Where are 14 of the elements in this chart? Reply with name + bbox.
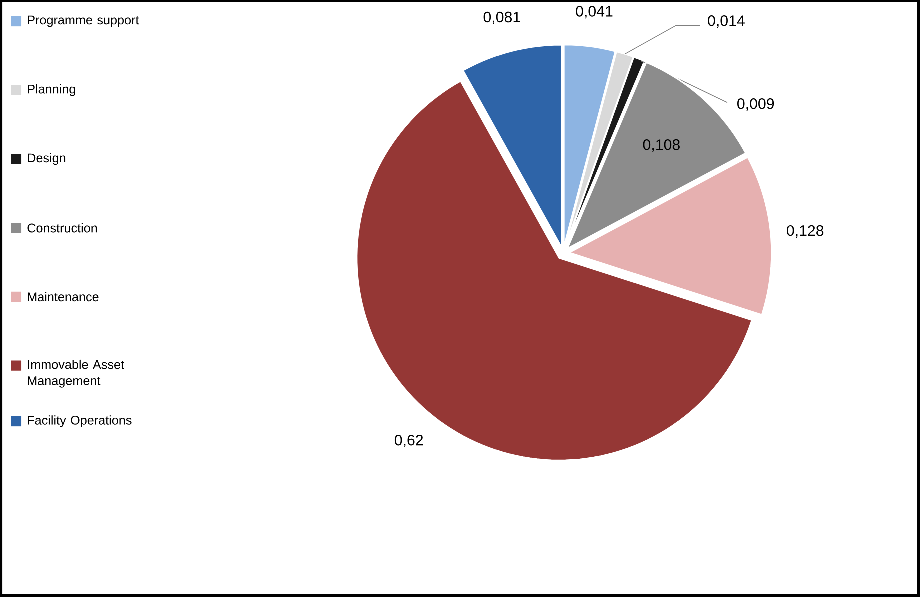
data-label: 0,081 [484, 12, 520, 24]
legend-label: Programme support [28, 16, 140, 28]
data-label: 0,009 [738, 98, 774, 112]
data-label: 0,014 [708, 16, 745, 28]
legend-label: Facility Operations [28, 416, 132, 428]
legend-label: Design [28, 153, 66, 166]
legend-label: Planning [28, 84, 76, 96]
data-label: 0,128 [787, 225, 824, 238]
data-label: 0,108 [643, 140, 680, 152]
data-label: 0,041 [576, 6, 613, 19]
legend-label: Maintenance [28, 292, 99, 302]
data-label: 0,62 [394, 435, 424, 448]
legend-label: Immovable Asset Management [28, 360, 124, 388]
legend-label: Construction [28, 223, 98, 233]
